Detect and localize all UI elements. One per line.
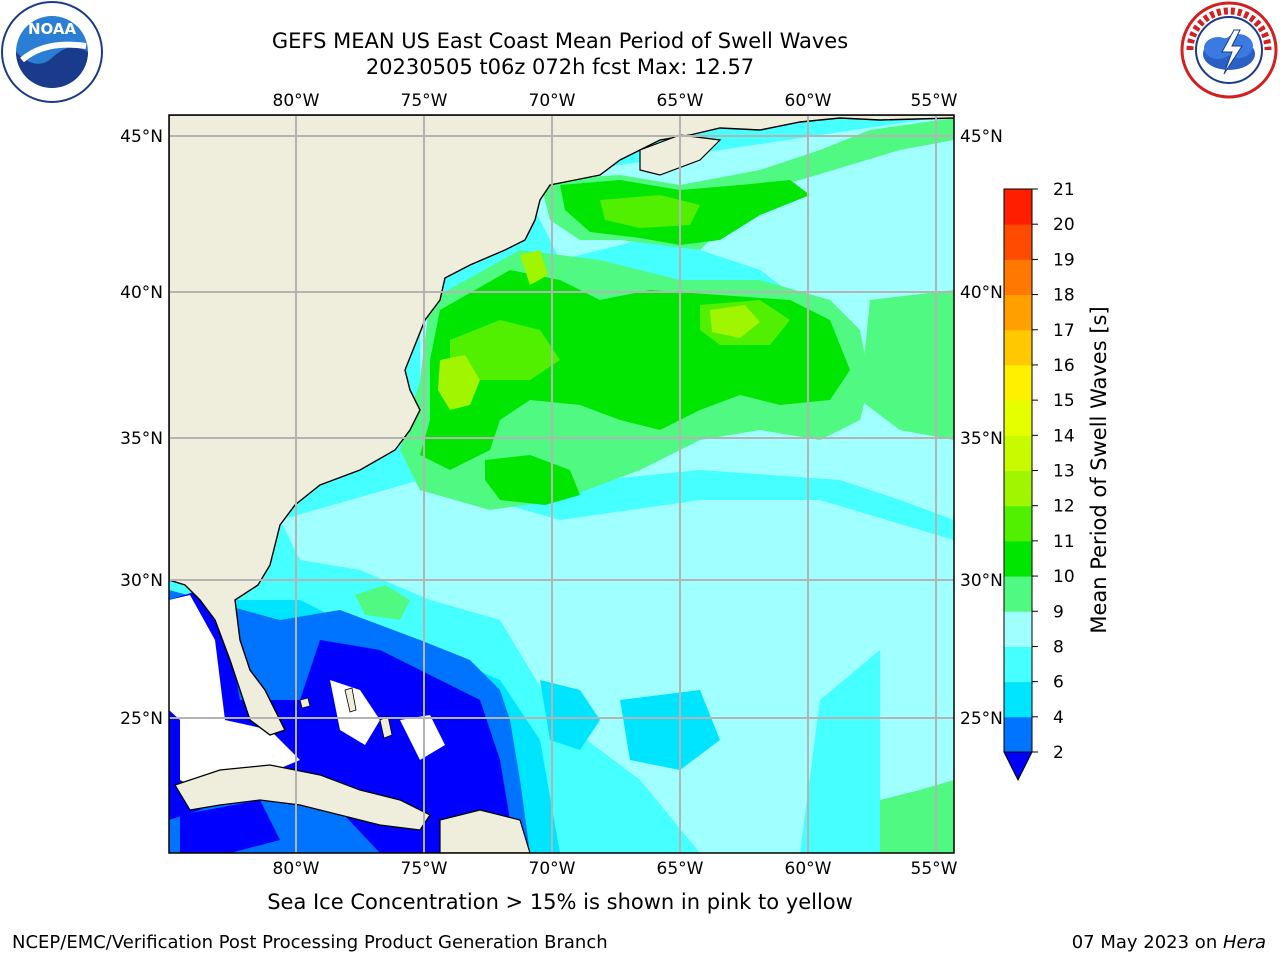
colorbar-swatch xyxy=(1004,470,1032,507)
footer-date-text: 07 May 2023 on xyxy=(1071,932,1223,953)
colorbar-tick-label: 10 xyxy=(1053,567,1075,587)
colorbar-extend-triangle xyxy=(1003,751,1033,782)
map-frame xyxy=(168,114,955,854)
lon-label-bottom: 75°W xyxy=(401,859,448,879)
colorbar-tick-label: 17 xyxy=(1053,321,1075,341)
colorbar-tick-label: 8 xyxy=(1053,637,1064,657)
lat-label-left: 40°N xyxy=(120,283,163,303)
lat-label-right: 35°N xyxy=(960,429,1003,449)
colorbar-tick-label: 9 xyxy=(1053,602,1064,622)
lat-label-left: 35°N xyxy=(120,429,163,449)
colorbar-tick-label: 20 xyxy=(1053,215,1075,235)
colorbar-swatch xyxy=(1004,294,1032,331)
colorbar-swatch xyxy=(1004,505,1032,542)
swell-12-13s-regions xyxy=(438,250,760,410)
sea-ice-note: Sea Ice Concentration > 15% is shown in … xyxy=(267,890,853,914)
colorbar-tick-label: 18 xyxy=(1053,286,1075,306)
lon-label-bottom: 55°W xyxy=(911,859,958,879)
lat-label-left: 30°N xyxy=(120,571,163,591)
graticule xyxy=(169,115,954,853)
colorbar-tick-label: 14 xyxy=(1053,426,1075,446)
lon-label-top: 75°W xyxy=(401,91,448,111)
land-hispaniola xyxy=(439,809,531,853)
colorbar-swatch xyxy=(1004,329,1032,366)
colorbar-tick-label: 21 xyxy=(1053,180,1075,200)
colorbar-swatch xyxy=(1004,224,1032,260)
no-data-regions xyxy=(169,595,445,790)
lat-label-left: 25°N xyxy=(120,709,163,729)
noaa-logo-icon: NOAA xyxy=(1,1,103,103)
colorbar-tick-label: 4 xyxy=(1053,708,1064,728)
lon-label-top: 65°W xyxy=(657,91,704,111)
colorbar-swatch xyxy=(1004,364,1032,401)
colorbar-tick-label: 13 xyxy=(1053,462,1075,482)
lon-label-top: 70°W xyxy=(529,91,576,111)
footer-host: Hera xyxy=(1222,932,1266,953)
colorbar-label: Mean Period of Swell Waves [s] xyxy=(1087,306,1111,633)
map-subtitle-run: 20230505 t06z 072h fcst Max: 12.57 xyxy=(365,55,755,79)
lon-label-bottom: 80°W xyxy=(273,859,320,879)
colorbar: 2 4 6 8 9 10 11 12 13 14 15 16 17 18 19 20 21 xyxy=(1003,180,1075,782)
nws-logo-icon xyxy=(1180,1,1278,99)
footer-date: 07 May 2023 on Hera xyxy=(1072,932,1266,953)
lon-label-top: 60°W xyxy=(785,91,832,111)
colorbar-tick-label: 19 xyxy=(1053,250,1075,270)
lon-label-bottom: 70°W xyxy=(529,859,576,879)
footer-credit: NCEP/EMC/Verification Post Processing Pr… xyxy=(12,932,608,953)
colorbar-tick-label: 15 xyxy=(1053,391,1075,411)
lat-label-right: 30°N xyxy=(960,571,1003,591)
colorbar-swatch xyxy=(1004,576,1032,612)
lat-label-right: 45°N xyxy=(960,127,1003,147)
colorbar-swatch xyxy=(1004,400,1032,436)
colorbar-tick-label: 2 xyxy=(1053,743,1064,763)
colorbar-swatch xyxy=(1004,540,1032,577)
land-cuba xyxy=(174,764,431,831)
colorbar-swatch xyxy=(1004,611,1032,647)
map-title: GEFS MEAN US East Coast Mean Period of S… xyxy=(271,29,849,53)
colorbar-swatch xyxy=(1004,646,1032,683)
lon-label-bottom: 60°W xyxy=(785,859,832,879)
lon-label-top: 55°W xyxy=(911,91,958,111)
colorbar-tick-label: 16 xyxy=(1053,356,1075,376)
colorbar-tick-label: 6 xyxy=(1053,673,1064,693)
lat-label-left: 45°N xyxy=(120,127,163,147)
colorbar-swatch xyxy=(1004,189,1032,225)
lat-label-right: 25°N xyxy=(960,709,1003,729)
colorbar-swatch xyxy=(1004,259,1032,296)
colorbar-tick-label: 12 xyxy=(1053,497,1075,517)
lat-label-right: 40°N xyxy=(960,283,1003,303)
colorbar-swatch xyxy=(1004,716,1032,753)
lon-label-top: 80°W xyxy=(273,91,320,111)
colorbar-tick-label: 11 xyxy=(1053,532,1075,552)
colorbar-swatch xyxy=(1004,435,1032,471)
noaa-logo-text: NOAA xyxy=(28,20,77,38)
colorbar-swatch xyxy=(1004,681,1032,718)
lon-label-bottom: 65°W xyxy=(657,859,704,879)
